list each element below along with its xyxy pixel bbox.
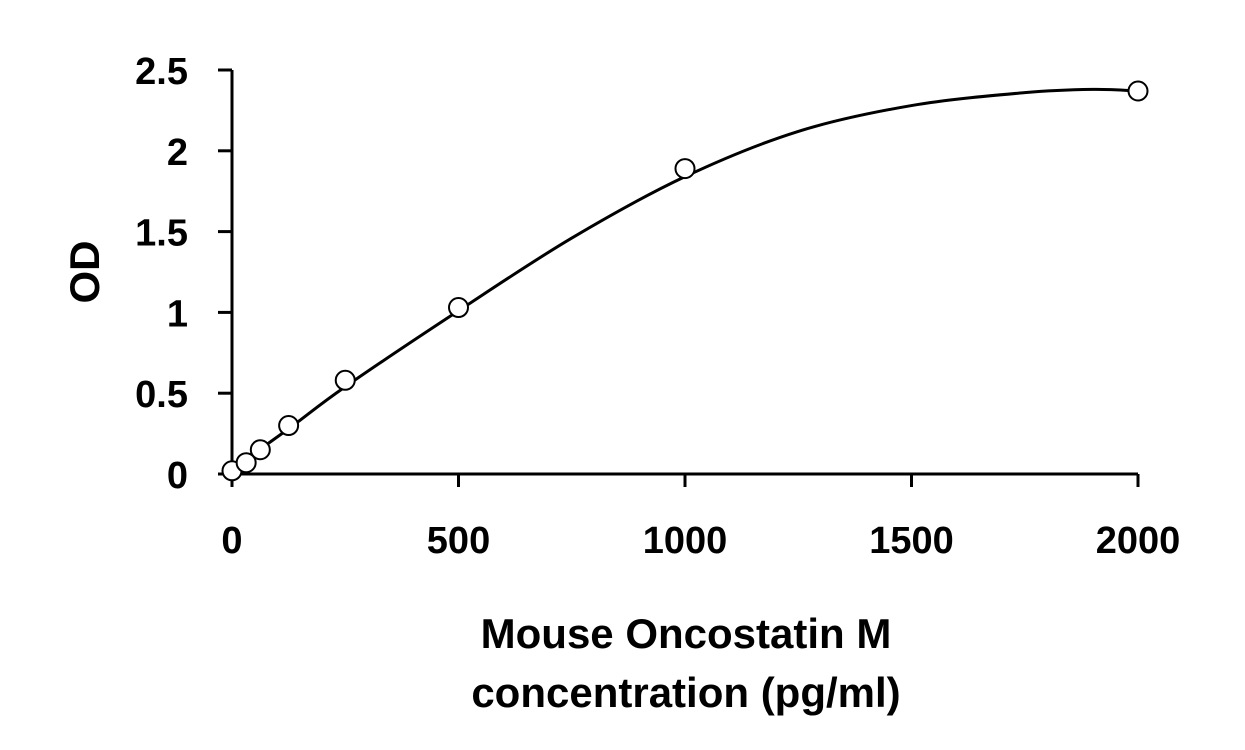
x-tick-label: 1000 xyxy=(643,520,728,562)
y-axis-title: OD xyxy=(61,241,108,304)
x-tick-label: 0 xyxy=(221,520,242,562)
data-point xyxy=(1127,80,1149,102)
x-axis-ticks: 0 500 1000 1500 2000 xyxy=(221,474,1180,562)
x-tick-label: 2000 xyxy=(1096,520,1181,562)
axes xyxy=(218,70,1138,476)
y-tick-label: 2.5 xyxy=(135,51,188,93)
data-points xyxy=(221,80,1149,482)
x-axis-title-line-2: concentration (pg/ml) xyxy=(471,669,900,716)
data-point xyxy=(674,158,696,180)
data-point xyxy=(448,297,469,319)
data-point xyxy=(235,452,257,474)
y-axis-ticks: 0 0.5 1 1.5 2 2.5 xyxy=(135,51,232,497)
y-tick-label: 2 xyxy=(167,132,188,174)
x-tick-label: 1500 xyxy=(869,520,954,562)
y-tick-label: 0.5 xyxy=(135,374,188,416)
y-tick-label: 1.5 xyxy=(135,213,188,255)
fit-curve xyxy=(231,87,1139,471)
data-point xyxy=(334,369,356,391)
x-axis-title-line-1: Mouse Oncostatin M xyxy=(481,610,892,657)
data-point xyxy=(249,439,271,461)
y-tick-label: 0 xyxy=(167,455,188,497)
data-point xyxy=(278,415,300,437)
x-tick-label: 500 xyxy=(427,520,490,562)
y-tick-label: 1 xyxy=(167,293,188,335)
